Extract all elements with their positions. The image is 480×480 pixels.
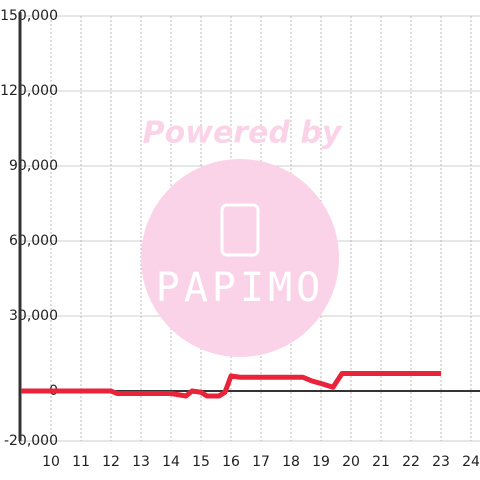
x-tick-label: 19 [312,454,330,470]
x-tick-label: 10 [42,454,60,470]
y-tick-label: 60,000 [9,233,58,249]
x-tick-label: 14 [162,454,180,470]
y-tick-label: 90,000 [9,158,58,174]
y-tick-label: 30,000 [9,308,58,324]
x-tick-label: 18 [282,454,300,470]
watermark-circle [141,159,339,357]
x-tick-label: 17 [252,454,270,470]
x-tick-label: 12 [102,454,120,470]
x-tick-label: 22 [402,454,420,470]
watermark-phone-icon [220,203,260,257]
y-tick-label: 120,000 [0,83,58,99]
x-tick-label: 13 [132,454,150,470]
x-tick-label: 23 [432,454,450,470]
watermark: Powered by PAPIMO [141,116,343,357]
x-tick-label: 16 [222,454,240,470]
watermark-logo: PAPIMO [156,265,325,311]
data-line [21,371,441,399]
x-tick-label: 21 [372,454,390,470]
x-tick-label: 24 [462,454,480,470]
watermark-title: Powered by [143,116,343,151]
x-tick-label: 20 [342,454,360,470]
plot: -20,000030,00060,00090,000120,000150,000… [0,8,480,470]
y-tick-label: 150,000 [0,8,58,24]
y-tick-label: -20,000 [4,433,58,449]
x-tick-label: 15 [192,454,210,470]
x-tick-label: 11 [72,454,90,470]
